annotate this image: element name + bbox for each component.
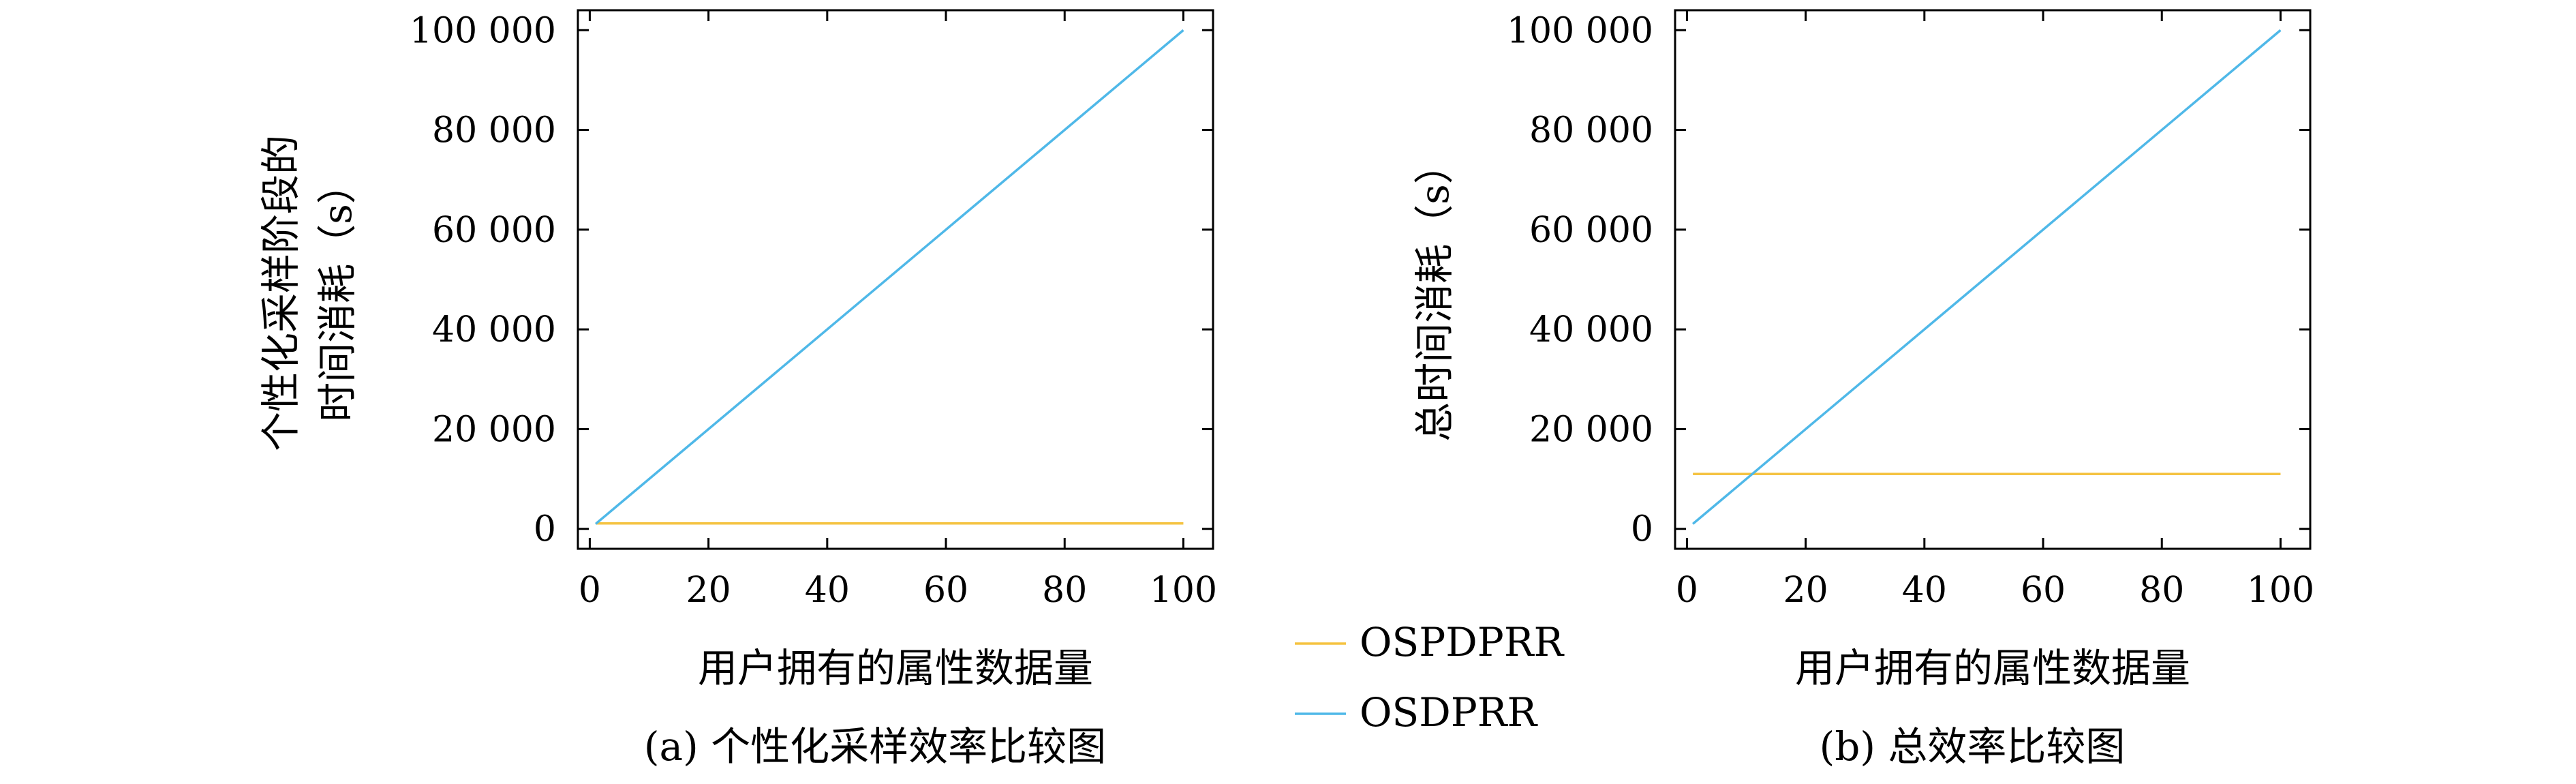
y-tick-label: 80 000 [1529, 110, 1653, 151]
y-axis-label-line: 总时间消耗（s） [1411, 145, 1458, 442]
legend-label-ospdprr: OSPDPRR [1360, 619, 1565, 665]
legend-label-osdprr: OSDPRR [1360, 689, 1538, 736]
y-axis-label-line: 时间消耗（s） [314, 164, 361, 422]
x-tick-label: 60 [923, 570, 968, 611]
x-tick-label: 60 [2021, 570, 2066, 611]
panel-a: 0 20 40 60 80 100 0 20 000 40 000 60 000 80 000 100… [258, 9, 1217, 770]
y-tick-label: 40 000 [1529, 310, 1653, 350]
legend: OSPDPRR OSDPRR [1295, 619, 1565, 736]
y-tick-label: 100 000 [410, 10, 556, 51]
plot-frame [1674, 9, 2312, 550]
y-tick-label: 20 000 [432, 409, 556, 450]
x-tick-label: 20 [686, 570, 731, 611]
y-tick-label: 60 000 [1529, 210, 1653, 251]
panel-caption: (b) 总效率比较图 [1820, 723, 2126, 770]
x-tick-label: 100 [2247, 570, 2314, 611]
panel-b: 0 20 40 60 80 100 0 20 000 40 000 60 000 80 000 100… [1411, 9, 2314, 770]
x-tick-label: 0 [579, 570, 601, 611]
series-line-osdprr [1692, 29, 2282, 525]
y-tick-label: 60 000 [432, 210, 556, 251]
series-line-osdprr [595, 29, 1184, 525]
y-tick-label: 100 000 [1507, 10, 1653, 51]
y-axis-label-line: 个性化采样阶段的 [258, 135, 304, 451]
plot-frame [577, 9, 1214, 550]
x-tick-label: 20 [1783, 570, 1828, 611]
x-axis-label: 用户拥有的属性数据量 [1795, 645, 2190, 691]
x-tick-label: 80 [2139, 570, 2184, 611]
y-tick-label: 80 000 [432, 110, 556, 151]
x-tick-label: 40 [1902, 570, 1947, 611]
x-tick-label: 100 [1150, 570, 1217, 611]
y-tick-label: 40 000 [432, 310, 556, 350]
panel-caption: (a) 个性化采样效率比较图 [644, 723, 1106, 770]
y-tick-label: 20 000 [1529, 409, 1653, 450]
y-tick-label: 0 [534, 509, 556, 550]
y-tick-label: 0 [1631, 509, 1653, 550]
x-tick-label: 80 [1042, 570, 1087, 611]
x-axis-label: 用户拥有的属性数据量 [698, 645, 1093, 691]
x-tick-label: 40 [805, 570, 850, 611]
x-tick-label: 0 [1676, 570, 1698, 611]
